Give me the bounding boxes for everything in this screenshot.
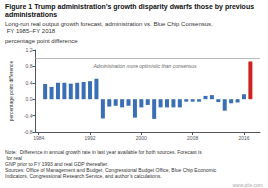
svg-text:FY 1985–FY 2018: FY 1985–FY 2018: [5, 28, 56, 34]
svg-text:1984: 1984: [33, 135, 44, 141]
svg-text:Sources: Office of Management: Sources: Office of Management and Budget…: [5, 167, 217, 173]
svg-text:-0.4: -0.4: [24, 113, 33, 119]
svg-text:0.4: 0.4: [26, 80, 33, 86]
svg-text:Administration more optimistic: Administration more optimistic than cons…: [92, 63, 197, 69]
svg-text:Note: Difference in annual gr: Note: Difference in annual growth rate i…: [5, 149, 202, 155]
svg-text:2000: 2000: [136, 135, 147, 141]
svg-text:1.2: 1.2: [26, 47, 33, 53]
svg-text:-0.8: -0.8: [24, 129, 33, 135]
svg-text:administrations: administrations: [5, 11, 57, 18]
svg-text:0.0: 0.0: [26, 96, 33, 102]
svg-text:Long-run real output growth fo: Long-run real output growth forecast, ad…: [5, 21, 213, 27]
svg-text:0.8: 0.8: [26, 63, 33, 69]
svg-text:2016: 2016: [238, 135, 249, 141]
svg-text:Indicators, Congressional Rese: Indicators, Congressional Research Servi…: [5, 173, 162, 179]
svg-text:1992: 1992: [84, 135, 95, 141]
svg-text:Figure 1 Trump administration’: Figure 1 Trump administration’s growth d…: [5, 3, 256, 11]
svg-text:percentage point difference: percentage point difference: [8, 61, 14, 122]
svg-text:for real: for real: [5, 155, 22, 161]
svg-text:percentage point difference: percentage point difference: [5, 38, 78, 44]
svg-text:2008: 2008: [187, 135, 198, 141]
svg-text:www.piie.com: www.piie.com: [232, 182, 263, 188]
svg-text:GNP prior to FY 1993 and real: GNP prior to FY 1993 and real GDP therea…: [5, 161, 109, 167]
